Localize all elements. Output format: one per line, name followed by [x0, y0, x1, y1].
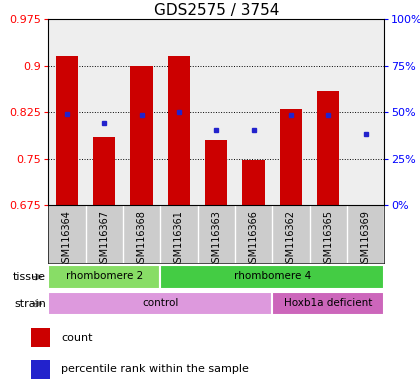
Text: percentile rank within the sample: percentile rank within the sample — [61, 364, 249, 374]
Text: rhombomere 2: rhombomere 2 — [66, 271, 143, 281]
Bar — [131, 66, 153, 205]
Bar — [272, 292, 384, 316]
Text: control: control — [142, 298, 178, 308]
Text: GSM116369: GSM116369 — [361, 210, 370, 269]
Bar — [205, 140, 228, 205]
Bar — [280, 109, 302, 205]
Text: GSM116361: GSM116361 — [174, 210, 184, 269]
Bar — [168, 56, 190, 205]
Bar — [31, 328, 50, 347]
Text: GSM116367: GSM116367 — [99, 210, 109, 269]
Bar — [242, 160, 265, 205]
Text: tissue: tissue — [13, 272, 46, 282]
Text: strain: strain — [14, 299, 46, 309]
Text: GSM116364: GSM116364 — [62, 210, 72, 269]
Bar — [31, 360, 50, 379]
Text: rhombomere 4: rhombomere 4 — [234, 271, 311, 281]
Text: GSM116363: GSM116363 — [211, 210, 221, 269]
Text: Hoxb1a deficient: Hoxb1a deficient — [284, 298, 373, 308]
Text: GSM116368: GSM116368 — [136, 210, 147, 269]
Text: count: count — [61, 333, 93, 343]
Bar — [93, 137, 116, 205]
Bar — [160, 265, 384, 289]
Title: GDS2575 / 3754: GDS2575 / 3754 — [154, 3, 279, 18]
Bar — [48, 265, 160, 289]
Text: GSM116362: GSM116362 — [286, 210, 296, 269]
Bar — [317, 91, 339, 205]
Bar — [56, 56, 78, 205]
Text: GSM116365: GSM116365 — [323, 210, 333, 269]
Text: GSM116366: GSM116366 — [249, 210, 259, 269]
Bar — [48, 292, 272, 316]
